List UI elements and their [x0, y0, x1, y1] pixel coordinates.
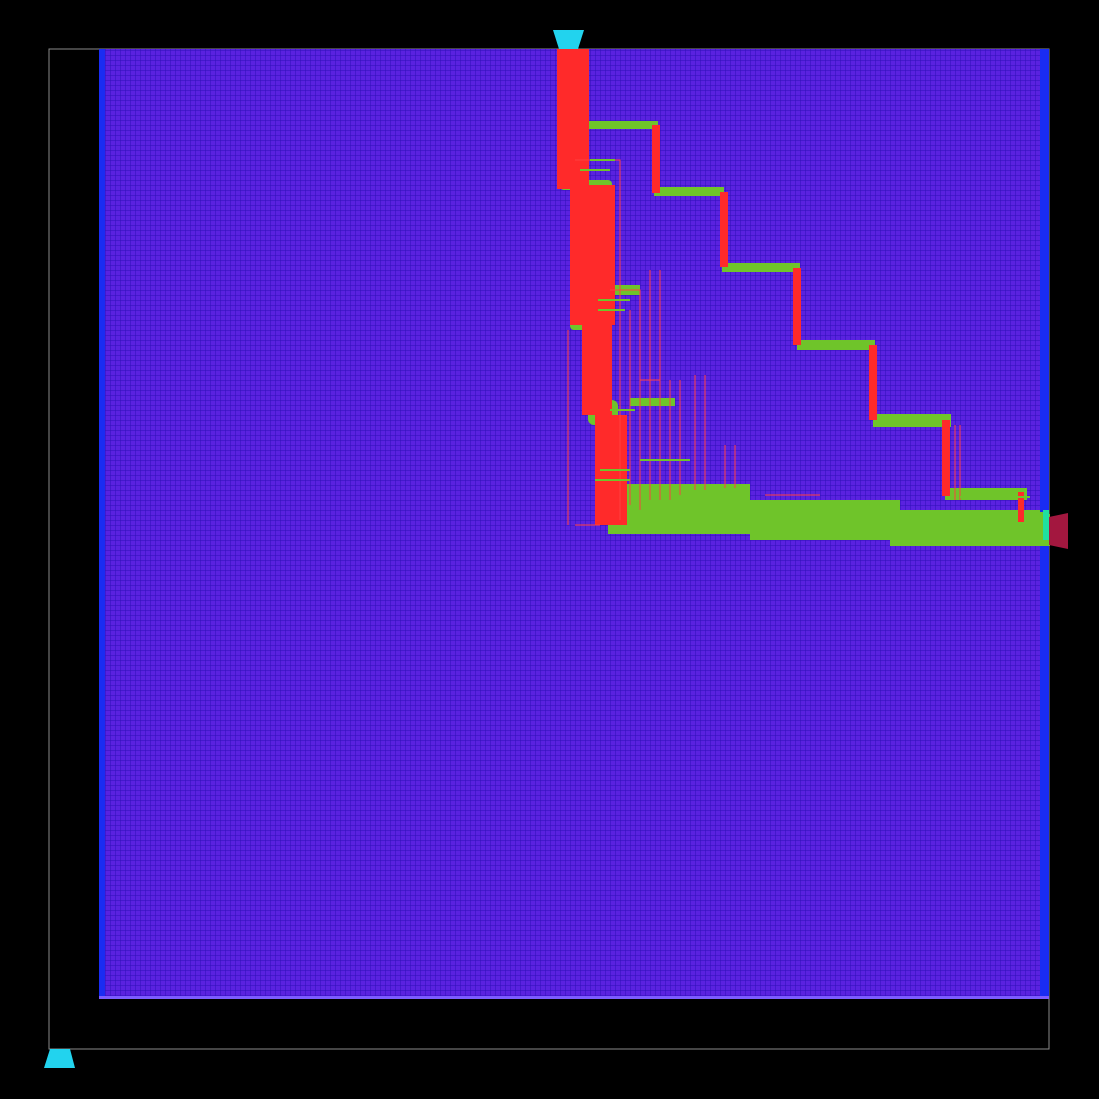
core-bottom-edge [99, 996, 1049, 999]
bottom-left-io-pin[interactable] [44, 1049, 75, 1068]
route-detail [580, 159, 1030, 498]
right-io-pin[interactable] [1049, 513, 1068, 549]
right-pin-stub [1043, 510, 1049, 540]
left-power-strap [99, 49, 105, 999]
vertical-routes [557, 49, 1024, 525]
top-io-pin[interactable] [553, 30, 584, 49]
